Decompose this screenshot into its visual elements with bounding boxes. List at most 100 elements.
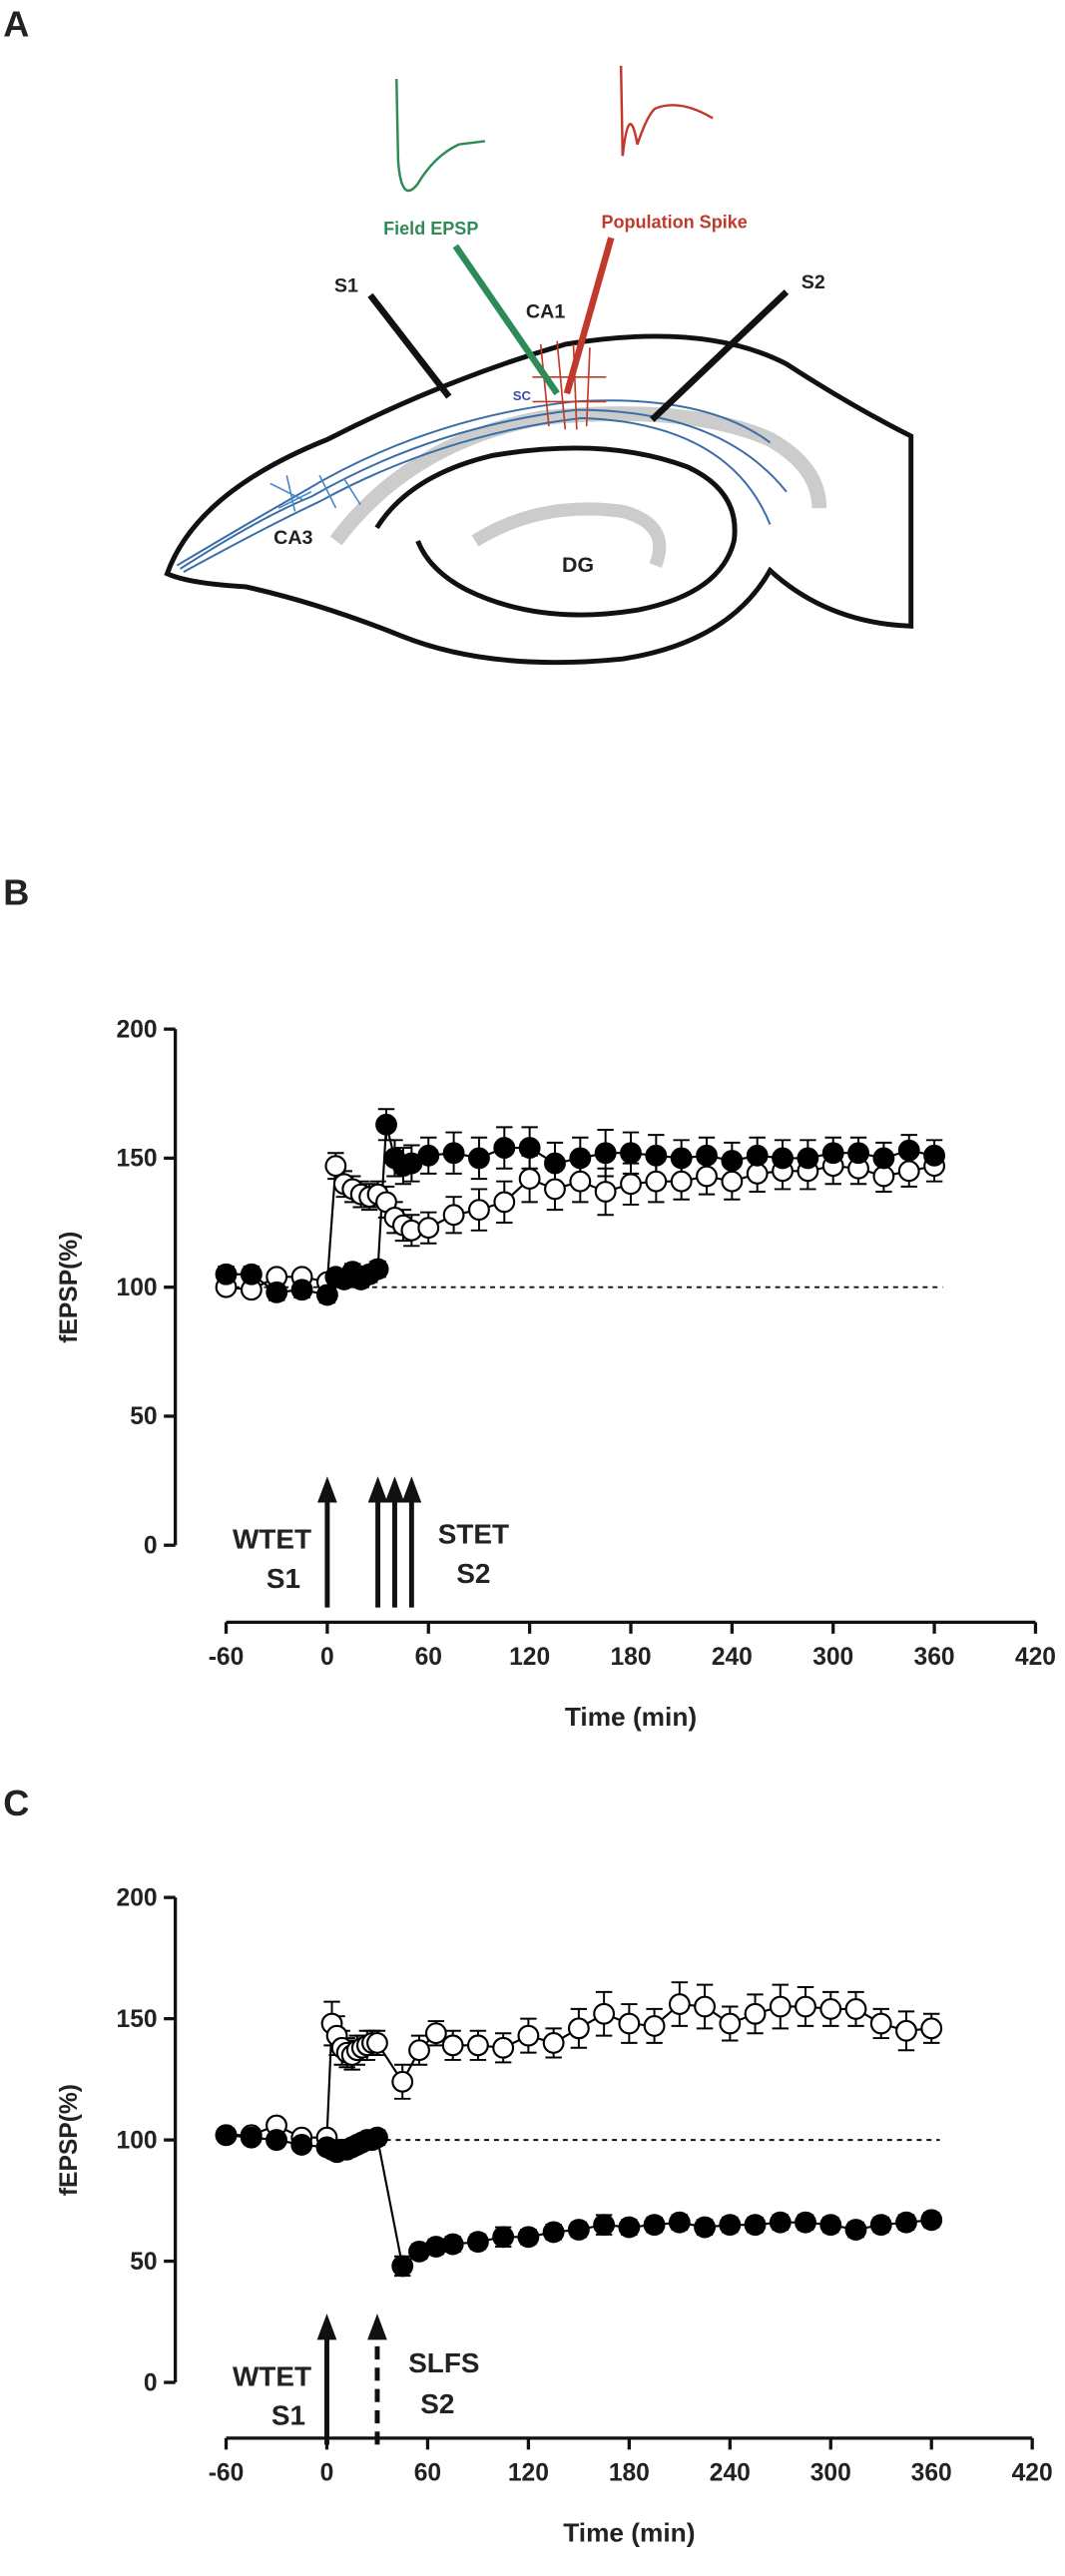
data-point — [544, 1152, 566, 1175]
granule-layer — [471, 502, 667, 569]
annotation: WTET — [233, 2360, 311, 2391]
data-point — [670, 1170, 693, 1193]
x-tick-label: 360 — [914, 1644, 955, 1671]
dg-outline — [374, 445, 738, 618]
data-point — [324, 1155, 347, 1178]
data-point — [721, 1170, 744, 1193]
arrow-head — [384, 1476, 405, 1503]
data-point — [645, 1170, 668, 1193]
data-point — [895, 2019, 917, 2042]
x-tick-label: -60 — [209, 1644, 245, 1671]
label: S2 — [801, 271, 825, 293]
ca3-cells — [269, 474, 361, 512]
annotation: S2 — [420, 2388, 454, 2419]
hippocampus-diagram: A Field EPSP Population Spike S1 CA1 S2 … — [3, 3, 914, 666]
arrow-head — [317, 1476, 337, 1503]
data-point — [468, 1199, 490, 1222]
y-tick-label: 150 — [117, 1146, 158, 1173]
arrow-head — [367, 1476, 388, 1503]
x-tick-label: 60 — [414, 2460, 441, 2487]
data-point — [668, 1993, 691, 2015]
data-point — [821, 1142, 844, 1165]
data-point — [719, 2012, 742, 2035]
spike-trace — [619, 65, 714, 157]
data-point — [492, 2036, 515, 2059]
data-point — [795, 1995, 816, 2018]
data-point — [797, 1147, 819, 1170]
data-point — [517, 2024, 540, 2047]
data-point — [668, 2211, 691, 2234]
data-point — [240, 2126, 263, 2149]
data-point — [869, 2214, 892, 2237]
data-point — [696, 1144, 718, 1167]
data-point — [897, 1160, 920, 1183]
y-tick-label: 0 — [144, 2369, 158, 2396]
data-point — [569, 1147, 592, 1170]
x-tick-label: 60 — [415, 1644, 442, 1671]
data-point — [593, 2214, 616, 2237]
data-point — [772, 1147, 794, 1170]
annotation: SLFS — [408, 2347, 479, 2378]
y-tick-label: 200 — [117, 1016, 158, 1043]
label: CA3 — [273, 527, 312, 549]
data-point — [746, 1144, 769, 1167]
x-tick-label: 300 — [812, 1644, 853, 1671]
data-point — [542, 2221, 565, 2244]
data-point — [844, 1997, 867, 2020]
y-tick-label: 0 — [144, 1532, 158, 1559]
y-tick-label: 150 — [117, 2006, 158, 2033]
data-point — [518, 1168, 541, 1191]
data-point — [569, 1170, 592, 1193]
data-point — [290, 2134, 313, 2156]
data-point — [593, 2002, 616, 2025]
x-tick-label: 120 — [508, 2460, 549, 2487]
data-point — [366, 1258, 389, 1281]
data-point — [769, 2211, 792, 2234]
annotation: S1 — [266, 1563, 300, 1594]
data-point — [769, 1995, 792, 2018]
epsp-trace — [395, 79, 486, 193]
data-point — [746, 1163, 769, 1185]
data-point — [424, 2022, 447, 2045]
data-point — [618, 2012, 641, 2035]
y-axis-label: fEPSP(%) — [56, 1232, 83, 1343]
panel-label: A — [3, 3, 29, 44]
data-point — [441, 2034, 464, 2057]
ca1-cells — [532, 340, 607, 430]
x-tick-label: 0 — [320, 2460, 334, 2487]
data-point — [869, 2012, 892, 2035]
data-point — [266, 1281, 288, 1303]
x-tick-label: 420 — [1015, 1644, 1056, 1671]
data-point — [467, 2231, 489, 2254]
data-point — [442, 1142, 465, 1165]
data-point — [694, 2216, 716, 2239]
data-point — [215, 1263, 238, 1286]
x-tick-label: -60 — [209, 2460, 245, 2487]
data-point — [719, 2214, 742, 2237]
data-point — [594, 1142, 617, 1165]
schaffer-fibers — [176, 399, 788, 574]
electrode-s2 — [650, 289, 790, 422]
data-point — [441, 2233, 464, 2256]
cell-layer — [329, 406, 827, 546]
data-point — [847, 1142, 869, 1165]
data-point — [643, 2214, 666, 2237]
data-point — [895, 2211, 917, 2234]
data-point — [518, 1137, 541, 1159]
panel-label: B — [3, 871, 29, 912]
data-point — [645, 1144, 668, 1167]
label: Field EPSP — [383, 219, 478, 239]
x-tick-label: 120 — [509, 1644, 550, 1671]
data-point — [366, 2032, 388, 2054]
data-point — [467, 2034, 489, 2057]
data-point — [408, 2039, 430, 2062]
data-point — [844, 2219, 867, 2241]
arrow-head — [316, 2314, 337, 2340]
data-point — [417, 1144, 440, 1167]
data-point — [240, 1263, 263, 1286]
data-point — [594, 1181, 617, 1203]
data-point — [618, 2216, 641, 2239]
data-point — [442, 1204, 465, 1227]
panel-label: C — [3, 1783, 29, 1823]
data-point — [290, 1279, 313, 1301]
